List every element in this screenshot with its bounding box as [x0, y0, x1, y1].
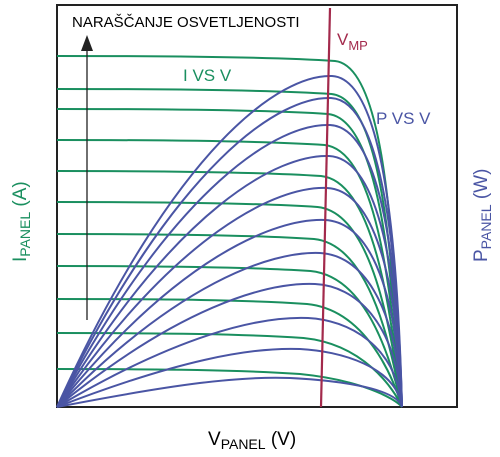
y-right-axis-label-unit: (W) — [471, 169, 492, 205]
y-left-axis-label-base: I — [10, 257, 31, 262]
iv-curve-label: I VS V — [183, 66, 232, 85]
pv-curve-2 — [56, 347, 403, 408]
vmp-line — [319, 7, 332, 408]
pv-curve-9 — [56, 123, 403, 408]
pv-curve-11 — [56, 74, 403, 408]
x-axis-label-unit: (V) — [266, 429, 297, 450]
vmp-label-base: V — [337, 30, 349, 49]
vmp-label: VMP — [337, 30, 368, 53]
y-right-axis-label-sub: PANEL — [478, 204, 494, 249]
illumination-annotation: NARAŠČANJE OSVETLJENOSTI — [72, 14, 300, 31]
iv-curve-9 — [56, 108, 403, 408]
y-right-axis-label: PPANEL (W) — [471, 169, 494, 262]
x-axis-label: VPANEL (V) — [208, 429, 296, 452]
pv-curve-group — [56, 74, 403, 408]
iv-curve-6 — [56, 201, 403, 408]
pv-curve-8 — [56, 154, 403, 408]
pv-curve-1 — [56, 376, 403, 408]
iv-curve-7 — [56, 170, 403, 408]
pv-curve-label: P VS V — [376, 109, 431, 128]
iv-curve-5 — [56, 233, 403, 408]
vmp-label-sub: MP — [348, 38, 368, 53]
pv-curve-4 — [56, 282, 403, 408]
y-left-axis-label: IPANEL (A) — [10, 181, 33, 262]
iv-curve-4 — [56, 265, 403, 408]
iv-curve-1 — [56, 368, 403, 408]
pv-curve-3 — [56, 316, 403, 408]
pv-curve-10 — [56, 96, 403, 408]
iv-curve-10 — [56, 88, 403, 408]
pv-curve-5 — [56, 251, 403, 408]
plot-frame — [56, 4, 458, 408]
illumination-arrow-head — [81, 35, 93, 51]
y-right-axis-label-base: P — [471, 249, 492, 262]
pv-curve-7 — [56, 186, 403, 408]
x-axis-label-sub: PANEL — [221, 436, 266, 452]
x-axis-label-base: V — [208, 429, 221, 450]
y-left-axis-label-sub: PANEL — [17, 212, 33, 257]
y-left-axis-label-unit: (A) — [10, 181, 31, 212]
pv-curve-6 — [56, 218, 403, 408]
